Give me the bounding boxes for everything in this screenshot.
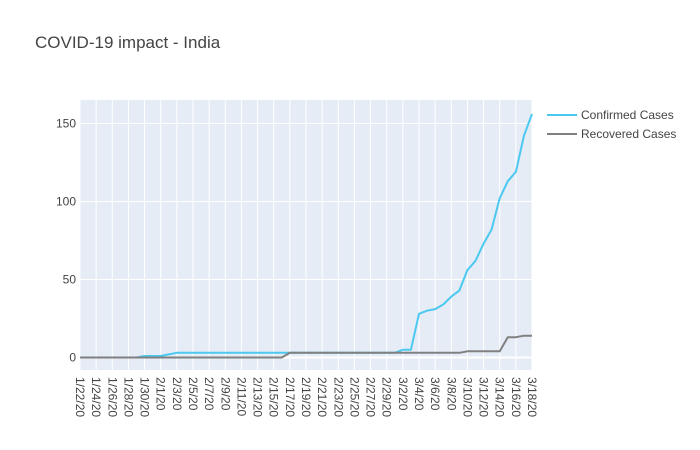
x-tick-label: 2/15/20 [267, 377, 281, 417]
x-tick-label: 2/3/20 [170, 377, 184, 411]
x-tick-label: 3/16/20 [509, 377, 523, 417]
y-axis: 0 50 100 150 [56, 116, 76, 364]
x-tick-label: 2/13/20 [251, 377, 265, 417]
y-tick-label: 100 [56, 194, 76, 208]
x-tick-label: 2/21/20 [315, 377, 329, 417]
x-tick-label: 2/17/20 [283, 377, 297, 417]
x-tick-label: 1/24/20 [89, 377, 103, 417]
x-tick-label: 2/29/20 [380, 377, 394, 417]
x-tick-label: 2/27/20 [364, 377, 378, 417]
x-tick-label: 3/2/20 [396, 377, 410, 411]
x-tick-label: 1/26/20 [105, 377, 119, 417]
legend-label: Recovered Cases [581, 127, 676, 141]
x-tick-label: 3/4/20 [412, 377, 426, 411]
x-tick-label: 2/11/20 [234, 377, 248, 416]
x-tick-label: 3/8/20 [444, 377, 458, 411]
legend-label: Confirmed Cases [581, 108, 674, 122]
x-tick-label: 2/23/20 [331, 377, 345, 417]
legend-item-recovered-cases[interactable]: Recovered Cases [547, 127, 676, 141]
gridlines [79, 100, 533, 370]
x-tick-label: 3/18/20 [525, 377, 539, 417]
series-line-recovered-cases[interactable] [80, 334, 532, 359]
y-tick-label: 0 [69, 351, 76, 365]
legend[interactable]: Confirmed Cases Recovered Cases [547, 108, 676, 141]
x-tick-label: 3/10/20 [460, 377, 474, 417]
y-tick-label: 150 [56, 116, 76, 130]
x-tick-label: 1/28/20 [121, 377, 135, 417]
x-tick-label: 2/7/20 [202, 377, 216, 411]
x-tick-label: 1/30/20 [138, 377, 152, 417]
x-tick-label: 1/22/20 [73, 377, 87, 417]
x-tick-label: 2/25/20 [347, 377, 361, 417]
x-tick-label: 2/9/20 [218, 377, 232, 411]
x-tick-label: 3/12/20 [477, 377, 491, 417]
x-tick-label: 3/14/20 [493, 377, 507, 417]
series-layer [80, 113, 533, 359]
x-tick-label: 2/1/20 [154, 377, 168, 411]
legend-item-confirmed-cases[interactable]: Confirmed Cases [547, 108, 674, 122]
y-tick-label: 50 [63, 272, 77, 286]
x-tick-label: 3/6/20 [428, 377, 442, 411]
x-tick-label: 2/5/20 [186, 377, 200, 411]
chart-title: COVID-19 impact - India [35, 33, 221, 52]
x-axis: 1/22/20 1/24/20 1/26/20 1/28/20 1/30/20 2/1/2… [73, 377, 539, 417]
x-tick-label: 2/19/20 [299, 377, 313, 417]
